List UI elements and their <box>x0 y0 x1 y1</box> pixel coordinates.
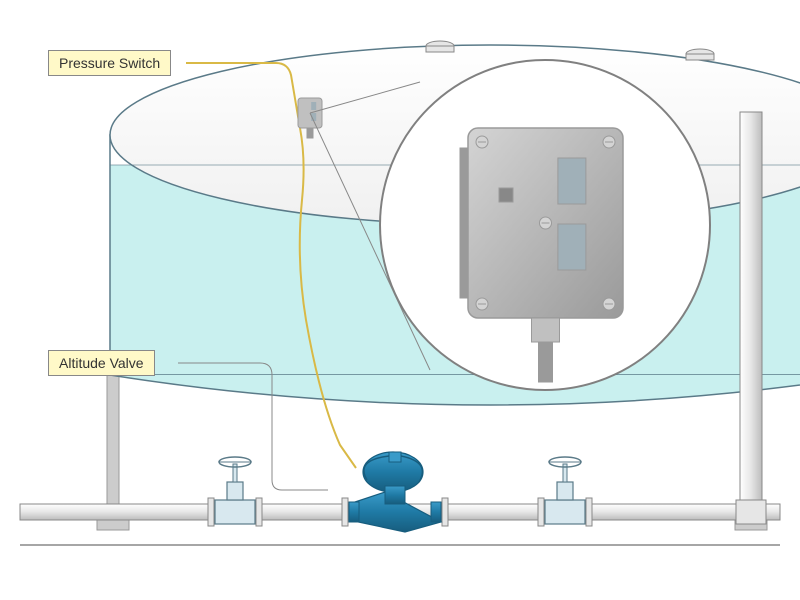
pressure-switch-label: Pressure Switch <box>48 50 171 76</box>
tank-valve-diagram <box>0 0 800 600</box>
altitude-valve-label-text: Altitude Valve <box>59 355 144 371</box>
altitude-valve-label: Altitude Valve <box>48 350 155 376</box>
pressure-switch-label-text: Pressure Switch <box>59 55 160 71</box>
